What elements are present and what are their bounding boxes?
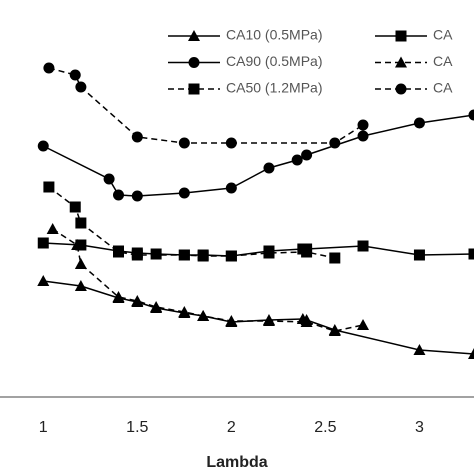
data-point xyxy=(301,149,313,161)
data-point xyxy=(468,348,474,359)
data-point xyxy=(43,181,55,193)
data-point xyxy=(131,295,144,306)
data-point xyxy=(46,223,59,234)
x-tick-label: 2 xyxy=(227,419,236,436)
data-point xyxy=(178,187,190,199)
x-tick-label: 3 xyxy=(415,419,424,436)
data-point xyxy=(112,291,125,302)
data-point xyxy=(413,117,425,129)
data-point xyxy=(357,240,369,252)
data-point xyxy=(357,119,369,131)
legend-marker xyxy=(188,30,200,41)
data-point xyxy=(37,140,49,152)
data-point xyxy=(150,301,163,312)
data-point xyxy=(75,217,87,229)
data-point xyxy=(329,252,341,264)
data-point xyxy=(178,137,190,149)
legend-label: CA90 (0.5MPa) xyxy=(226,53,322,69)
data-point xyxy=(197,250,209,262)
data-point xyxy=(178,306,191,317)
data-point xyxy=(225,250,237,262)
data-point xyxy=(225,315,238,326)
data-point xyxy=(113,189,124,201)
legend-label: CA xyxy=(433,80,453,96)
data-point xyxy=(300,316,313,327)
data-point xyxy=(178,249,190,261)
data-point xyxy=(69,69,81,81)
data-point xyxy=(413,344,426,355)
data-point xyxy=(37,237,49,249)
legend-label: CA10 (0.5MPa) xyxy=(226,27,322,43)
x-tick-label: 1.5 xyxy=(126,419,148,436)
data-point xyxy=(71,239,84,250)
x-tick-label: 2.5 xyxy=(314,419,336,436)
data-point xyxy=(74,258,87,269)
data-point xyxy=(150,248,162,260)
data-point xyxy=(43,62,55,74)
data-point xyxy=(329,137,341,149)
data-point xyxy=(131,249,143,261)
data-point xyxy=(357,130,369,142)
data-point xyxy=(113,246,124,258)
data-point xyxy=(291,154,303,166)
legend-label: CA xyxy=(433,27,453,43)
data-point xyxy=(69,201,81,213)
series-line xyxy=(43,242,474,257)
data-point xyxy=(197,310,210,321)
data-point xyxy=(328,325,341,336)
series-line xyxy=(43,280,474,355)
series-line xyxy=(52,228,364,332)
data-point xyxy=(357,319,370,330)
data-point xyxy=(301,246,313,258)
legend-marker xyxy=(395,56,407,68)
legend-marker xyxy=(395,83,407,95)
data-point xyxy=(131,131,143,143)
data-point xyxy=(225,137,237,149)
data-point xyxy=(262,315,275,326)
data-point xyxy=(75,81,87,93)
legend-label: CA50 (1.2MPa) xyxy=(226,80,322,96)
data-point xyxy=(468,109,474,121)
legend-marker xyxy=(395,30,407,42)
data-point xyxy=(37,275,50,286)
legend-marker xyxy=(188,57,200,68)
legend-marker xyxy=(188,83,200,95)
data-point xyxy=(413,249,425,261)
data-point xyxy=(263,247,275,259)
data-point xyxy=(131,190,143,202)
x-tick-label: 1 xyxy=(39,419,48,436)
x-axis-label: Lambda xyxy=(206,454,267,471)
data-point xyxy=(225,182,237,194)
data-point xyxy=(468,248,474,260)
data-point xyxy=(74,280,87,291)
data-point xyxy=(263,162,275,174)
legend-label: CA xyxy=(433,53,453,69)
data-point xyxy=(103,173,115,185)
data-point xyxy=(75,239,87,251)
